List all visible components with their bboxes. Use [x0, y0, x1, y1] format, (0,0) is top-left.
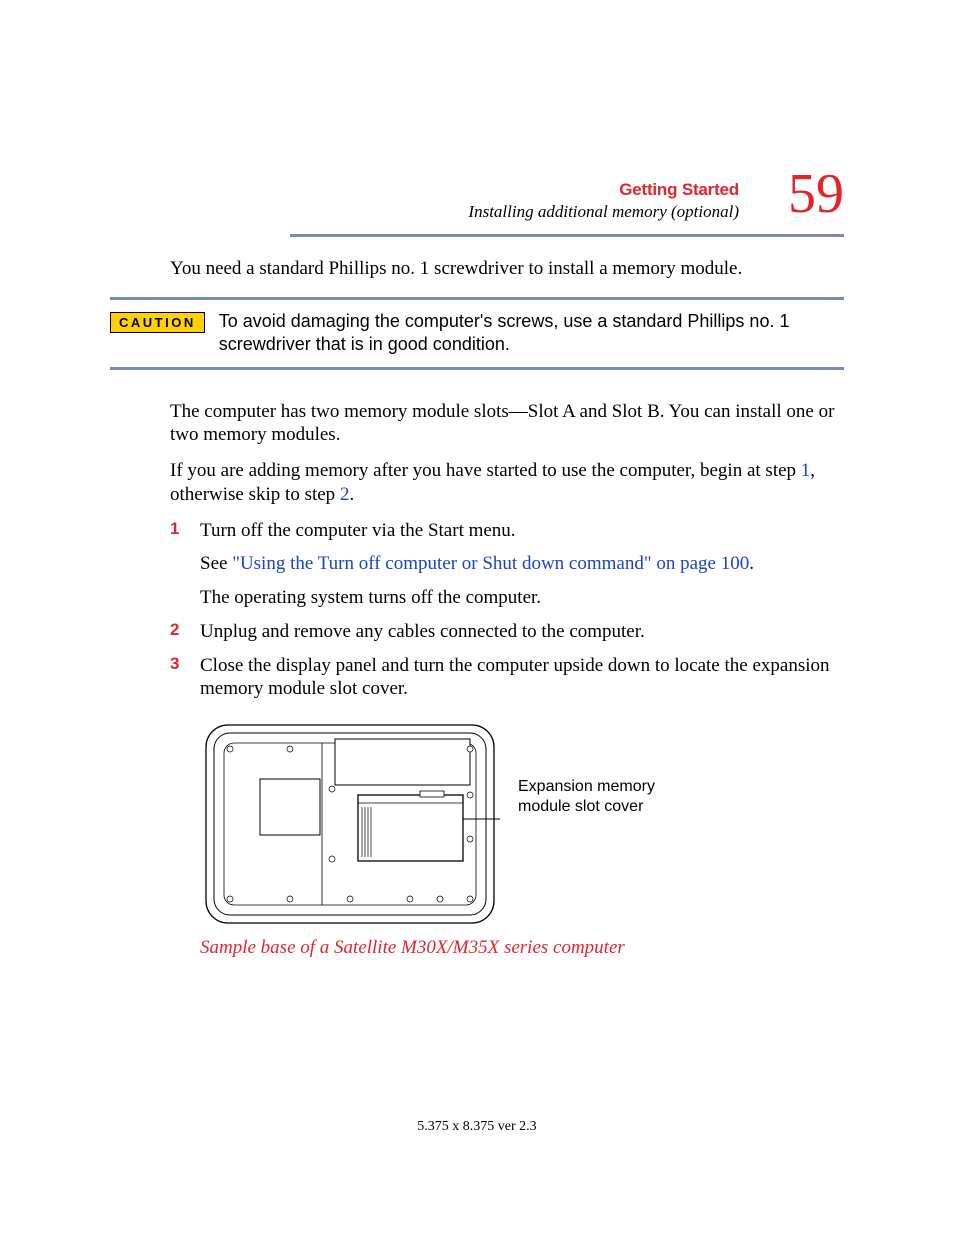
laptop-base-diagram [200, 719, 500, 929]
step-1: 1 Turn off the computer via the Start me… [170, 519, 844, 543]
step-number: 3 [170, 654, 200, 702]
step-link-1[interactable]: 1 [801, 460, 811, 481]
intro-paragraph: You need a standard Phillips no. 1 screw… [170, 257, 844, 281]
caution-text: To avoid damaging the computer's screws,… [219, 310, 844, 357]
step-text: Close the display panel and turn the com… [200, 654, 844, 702]
step-2: 2 Unplug and remove any cables connected… [170, 620, 844, 644]
step-number: 1 [170, 519, 200, 543]
step-text: Turn off the computer via the Start menu… [200, 519, 844, 543]
step-1-sub2: The operating system turns off the compu… [200, 586, 844, 610]
step-link-2[interactable]: 2 [340, 484, 350, 505]
body-p2: If you are adding memory after you have … [170, 459, 844, 507]
cross-ref-link[interactable]: "Using the Turn off computer or Shut dow… [232, 553, 749, 574]
section-subtitle: Installing additional memory (optional) [290, 202, 739, 222]
figure-callout: Expansion memory module slot cover [518, 777, 668, 817]
step-3: 3 Close the display panel and turn the c… [170, 654, 844, 702]
figure-caption: Sample base of a Satellite M30X/M35X ser… [200, 937, 844, 959]
caution-badge: CAUTION [110, 312, 205, 333]
step-1-sub-b: . [749, 553, 754, 574]
step-number: 2 [170, 620, 200, 644]
caution-block: CAUTION To avoid damaging the computer's… [110, 297, 844, 370]
step-1-sub: See "Using the Turn off computer or Shut… [200, 552, 844, 576]
figure: Expansion memory module slot cover [200, 719, 844, 929]
step-1-sub-a: See [200, 553, 232, 574]
body-p2-c: . [349, 484, 354, 505]
body-p1: The computer has two memory module slots… [170, 400, 844, 448]
chapter-title: Getting Started [290, 180, 739, 200]
page-footer: 5.375 x 8.375 ver 2.3 [110, 1119, 844, 1135]
body-p2-a: If you are adding memory after you have … [170, 460, 801, 481]
page-number: 59 [788, 166, 844, 222]
header-rule [290, 234, 844, 237]
step-text: Unplug and remove any cables connected t… [200, 620, 844, 644]
